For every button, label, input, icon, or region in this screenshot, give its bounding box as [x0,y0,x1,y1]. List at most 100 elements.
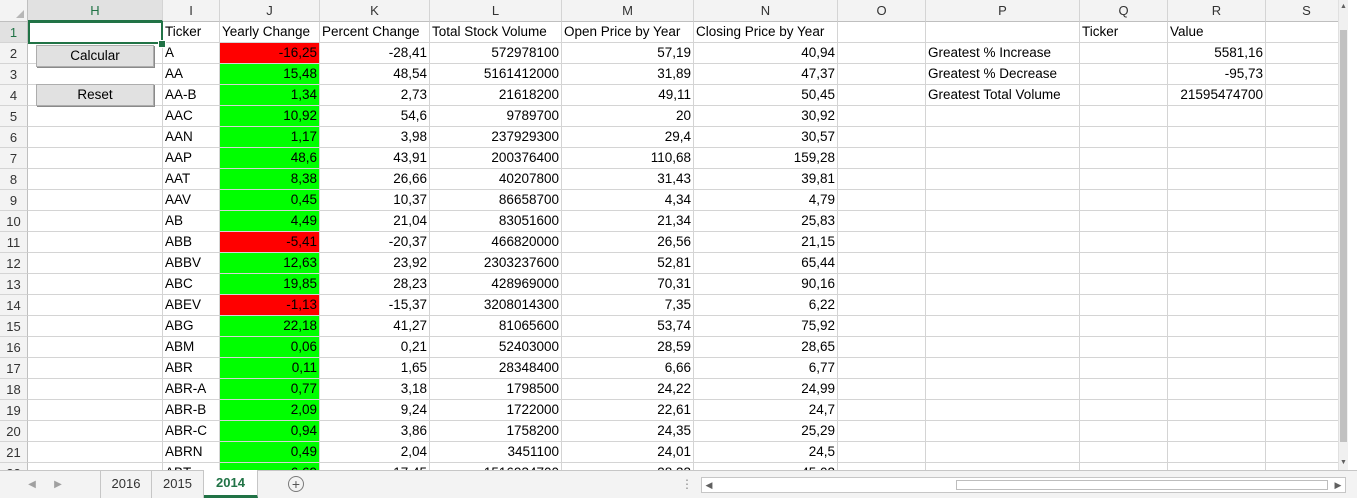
header-open-price[interactable]: Open Price by Year [562,22,694,43]
grid-cell[interactable] [1266,253,1348,274]
grid-cell[interactable] [1168,316,1266,337]
open-price-cell[interactable]: 31,89 [562,64,694,85]
grid-cell[interactable] [926,106,1080,127]
total-volume-cell[interactable]: 1798500 [430,379,562,400]
grid-cell[interactable] [926,400,1080,421]
yearly-change-cell[interactable]: -5,41 [220,232,320,253]
ticker-cell[interactable]: ABM [163,337,220,358]
grid-cell[interactable] [1266,274,1348,295]
grid-cell[interactable] [838,400,926,421]
closing-price-cell[interactable]: 75,92 [694,316,838,337]
open-price-cell[interactable]: 110,68 [562,148,694,169]
grid-cell[interactable] [1080,253,1168,274]
grid-cell[interactable] [1266,190,1348,211]
grid-cell[interactable] [926,232,1080,253]
grid-cell[interactable] [1266,85,1348,106]
summary-value[interactable]: 21595474700 [1168,85,1266,106]
column-header-n[interactable]: N [694,0,838,22]
grid-cell[interactable] [1080,232,1168,253]
grid-cell[interactable] [926,22,1080,43]
open-price-cell[interactable]: 24,35 [562,421,694,442]
grid-cell[interactable] [838,127,926,148]
grid-cell[interactable] [28,442,163,463]
grid-cell[interactable] [926,442,1080,463]
total-volume-cell[interactable]: 81065600 [430,316,562,337]
triangle-right-icon[interactable]: ▶ [54,479,62,490]
yearly-change-cell[interactable]: -1,13 [220,295,320,316]
row-header-7[interactable]: 7 [0,148,28,169]
grid-cell[interactable] [1266,295,1348,316]
total-volume-cell[interactable]: 200376400 [430,148,562,169]
closing-price-cell[interactable]: 6,77 [694,358,838,379]
column-header-h[interactable]: H [28,0,163,22]
row-header-4[interactable]: 4 [0,85,28,106]
grid-cell[interactable] [926,211,1080,232]
column-header-i[interactable]: I [163,0,220,22]
scroll-down-icon[interactable]: ▼ [1340,459,1347,466]
open-price-cell[interactable]: 57,19 [562,43,694,64]
percent-change-cell[interactable]: 28,23 [320,274,430,295]
percent-change-cell[interactable]: 41,27 [320,316,430,337]
grid-cell[interactable] [28,295,163,316]
row-header-2[interactable]: 2 [0,43,28,64]
grid-cell[interactable] [1080,127,1168,148]
closing-price-cell[interactable]: 90,16 [694,274,838,295]
ticker-cell[interactable]: AAP [163,148,220,169]
percent-change-cell[interactable]: 21,04 [320,211,430,232]
grid-cell[interactable] [1080,337,1168,358]
yearly-change-cell[interactable]: 0,94 [220,421,320,442]
yearly-change-cell[interactable]: 0,45 [220,190,320,211]
grid-cell[interactable] [1266,64,1348,85]
row-header-22[interactable]: 22 [0,463,28,470]
ticker-cell[interactable]: AAN [163,127,220,148]
column-header-k[interactable]: K [320,0,430,22]
open-price-cell[interactable]: 28,59 [562,337,694,358]
grid-cell[interactable] [1080,295,1168,316]
grid-cell[interactable] [28,127,163,148]
grid-cell[interactable] [1266,358,1348,379]
open-price-cell[interactable]: 70,31 [562,274,694,295]
column-header-p[interactable]: P [926,0,1080,22]
grid-cell[interactable] [838,64,926,85]
closing-price-cell[interactable]: 50,45 [694,85,838,106]
ticker-cell[interactable]: AA-B [163,85,220,106]
grid-cell[interactable] [28,232,163,253]
yearly-change-cell[interactable]: 0,06 [220,337,320,358]
scroll-up-icon[interactable]: ▲ [1340,3,1347,10]
ticker-cell[interactable]: ABR-A [163,379,220,400]
open-price-cell[interactable]: 26,56 [562,232,694,253]
row-header-1[interactable]: 1 [0,22,28,43]
grid-cell[interactable] [926,169,1080,190]
ticker-cell[interactable]: ABRN [163,442,220,463]
closing-price-cell[interactable]: 25,83 [694,211,838,232]
percent-change-cell[interactable]: 3,98 [320,127,430,148]
grid-cell[interactable] [838,463,926,470]
grid-cell[interactable] [838,85,926,106]
open-price-cell[interactable]: 7,35 [562,295,694,316]
grid-cell[interactable] [1168,295,1266,316]
grid-cell[interactable] [1080,106,1168,127]
vertical-scroll-thumb[interactable] [1340,30,1347,442]
row-header-17[interactable]: 17 [0,358,28,379]
grid-cell[interactable] [1266,169,1348,190]
grid-cell[interactable] [926,148,1080,169]
ticker-cell[interactable]: ABEV [163,295,220,316]
row-header-16[interactable]: 16 [0,337,28,358]
grid-cell[interactable] [1080,190,1168,211]
closing-price-cell[interactable]: 24,99 [694,379,838,400]
grid-cell[interactable] [1168,400,1266,421]
total-volume-cell[interactable]: 52403000 [430,337,562,358]
grid-cell[interactable] [1266,148,1348,169]
header-total-volume[interactable]: Total Stock Volume [430,22,562,43]
header-percent-change[interactable]: Percent Change [320,22,430,43]
percent-change-cell[interactable]: 17,45 [320,463,430,470]
yearly-change-cell[interactable]: 6,69 [220,463,320,470]
grid-cell[interactable] [838,295,926,316]
grid-cell[interactable] [28,64,163,85]
total-volume-cell[interactable]: 40207800 [430,169,562,190]
total-volume-cell[interactable]: 1758200 [430,421,562,442]
header-ticker[interactable]: Ticker [163,22,220,43]
grid-cell[interactable] [1080,379,1168,400]
ticker-cell[interactable]: ABC [163,274,220,295]
